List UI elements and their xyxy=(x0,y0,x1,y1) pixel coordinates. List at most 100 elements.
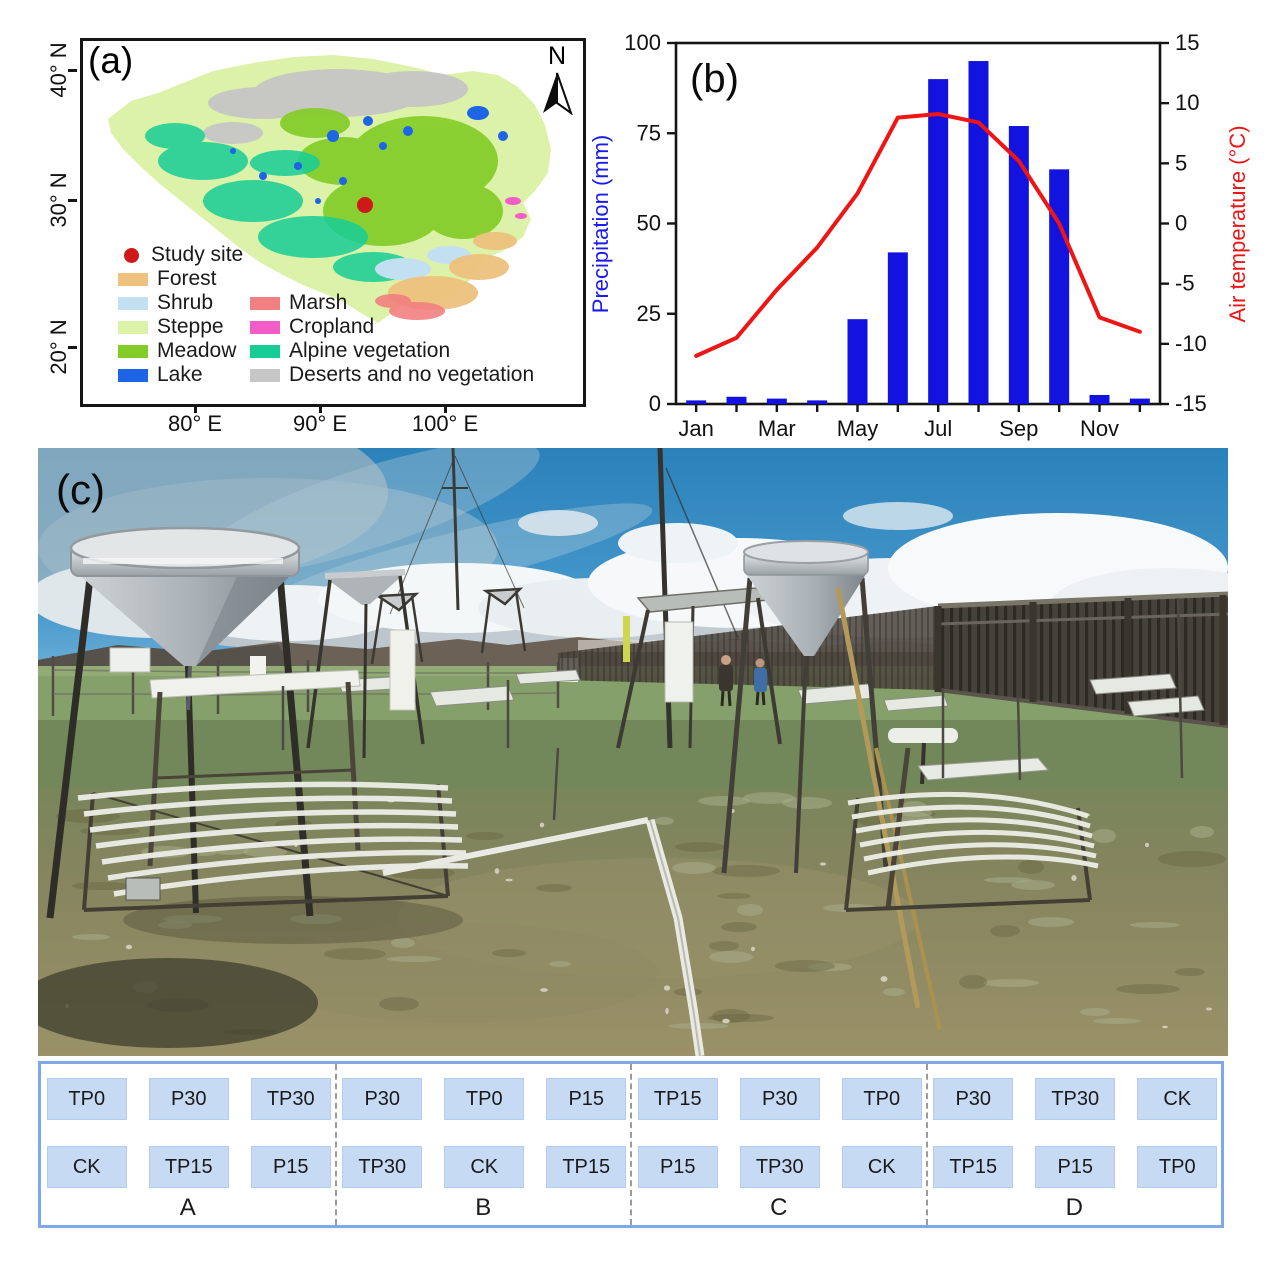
ground-speck xyxy=(466,832,504,840)
right-axis-tick-label: -5 xyxy=(1175,271,1195,296)
ground-speck xyxy=(1116,984,1180,994)
precip-bar xyxy=(928,79,949,404)
ground-speck xyxy=(819,862,827,866)
ground-speck xyxy=(709,951,753,963)
ground-speck xyxy=(1080,1008,1110,1016)
ground-speck xyxy=(775,960,835,972)
legend-label: Lake xyxy=(157,363,203,386)
ground-speck xyxy=(1130,922,1180,928)
bamboo-pole xyxy=(874,747,942,1031)
ground-speck xyxy=(1158,851,1226,867)
ground-speck xyxy=(324,948,386,960)
ground-speck xyxy=(721,922,757,932)
right-axis-tick-label: 5 xyxy=(1175,150,1187,175)
metal-box xyxy=(125,877,161,901)
precip-bar xyxy=(1129,398,1150,404)
ground-speck xyxy=(1092,829,1116,843)
legend-row-study-site: Study site xyxy=(118,243,243,267)
ground-speck xyxy=(505,878,513,882)
legend-row: Steppe xyxy=(118,315,243,339)
block-grid: TP0 P30 TP30 CK TP15 P15 xyxy=(46,1078,331,1188)
treatment-plot-CK: CK xyxy=(841,1146,922,1188)
panel-a-label: (a) xyxy=(88,40,134,81)
ground-speck xyxy=(379,997,419,1011)
block-A: TP0 P30 TP30 CK TP15 P15 A xyxy=(41,1064,335,1225)
legend-swatch xyxy=(118,344,148,358)
device-post xyxy=(920,742,926,785)
legend-swatch xyxy=(118,320,148,334)
left-axis-tick-label: 50 xyxy=(637,211,661,236)
ground-speck xyxy=(1175,968,1205,976)
legend-swatch xyxy=(250,296,280,310)
white-hut xyxy=(109,647,151,673)
left-axis-tick-label: 25 xyxy=(637,301,661,326)
x-axis-tick xyxy=(444,404,447,413)
right-axis-tick-label: 10 xyxy=(1175,90,1199,115)
block-grid: P30 TP0 P15 TP30 CK TP15 xyxy=(342,1078,627,1188)
block-grid: TP15 P30 TP0 P15 TP30 CK xyxy=(637,1078,922,1188)
treatment-plot-P30: P30 xyxy=(933,1078,1014,1120)
ground-pipes xyxy=(382,817,705,1056)
y-axis-label: 40° N xyxy=(46,42,71,98)
treatment-plot-TP15: TP15 xyxy=(933,1146,1014,1188)
x-axis-label: 100° E xyxy=(411,411,479,436)
yellow-pole xyxy=(623,616,630,662)
precip-bar xyxy=(766,398,787,404)
ground-speck xyxy=(717,893,751,899)
block-label: D xyxy=(1065,1194,1083,1221)
ground-speck xyxy=(492,949,526,957)
treatment-plot-P15: P15 xyxy=(546,1078,627,1120)
ground-speck xyxy=(737,904,763,916)
y-axis-tick xyxy=(68,346,77,349)
ground-speck xyxy=(665,1007,669,1015)
cropland-patches xyxy=(505,197,527,219)
ground-speck xyxy=(722,1018,730,1024)
temperature-line xyxy=(694,111,1142,358)
legend-label: Shrub xyxy=(157,291,214,314)
map-frame xyxy=(80,38,586,407)
ground-speck xyxy=(990,925,1020,937)
precip-bar xyxy=(1089,394,1110,404)
field-posts xyxy=(281,597,1184,821)
right-axis-tick-label: -10 xyxy=(1175,331,1207,356)
ground-speck xyxy=(1205,1007,1213,1011)
x-axis-tick-label: Nov xyxy=(1080,416,1119,441)
legend-row: Shrub xyxy=(118,291,243,315)
ground-speck xyxy=(1011,880,1055,890)
legend-label: Cropland xyxy=(289,315,375,338)
legend-label: Forest xyxy=(157,267,217,290)
treatment-plot-TP30: TP30 xyxy=(342,1146,423,1188)
treatment-plot-TP15: TP15 xyxy=(637,1078,718,1120)
right-axis-tick-label: -15 xyxy=(1175,391,1207,416)
ground-speck xyxy=(712,1009,750,1023)
x-axis-tick-label: Mar xyxy=(758,416,796,441)
ground-speck xyxy=(808,963,852,971)
equipment-cabinet xyxy=(664,621,694,703)
forest-patches xyxy=(388,232,517,310)
ground-speck xyxy=(536,884,572,892)
block-D: P30 TP30 CK TP15 P15 TP0 D xyxy=(925,1064,1222,1225)
tibet-map xyxy=(108,55,551,323)
legend-label: Deserts and no vegetation xyxy=(289,363,535,386)
ground-speck xyxy=(1018,860,1044,874)
ground-speck xyxy=(158,921,192,929)
y-axis-label: 20° N xyxy=(46,319,71,375)
treatment-plot-CK: CK xyxy=(46,1146,127,1188)
legend-swatch xyxy=(250,344,280,358)
ground-speck xyxy=(1028,917,1074,927)
north-label: N xyxy=(547,42,567,70)
marsh-patches xyxy=(375,294,445,320)
left-axis-title: Precipitation (mm) xyxy=(590,135,613,313)
treatment-plot-TP30: TP30 xyxy=(250,1078,331,1120)
panel-c-label: (c) xyxy=(56,466,105,513)
ground-speck xyxy=(675,842,725,852)
white-pipe-device xyxy=(888,728,958,743)
precip-bar xyxy=(968,61,989,405)
y-axis-tick xyxy=(68,199,77,202)
legend-label: Alpine vegetation xyxy=(289,339,451,362)
north-arrow-icon: N xyxy=(536,42,578,116)
ground-speck xyxy=(698,796,750,806)
legend-row: Deserts and no vegetation xyxy=(250,363,534,387)
ground-speck xyxy=(1190,826,1214,838)
